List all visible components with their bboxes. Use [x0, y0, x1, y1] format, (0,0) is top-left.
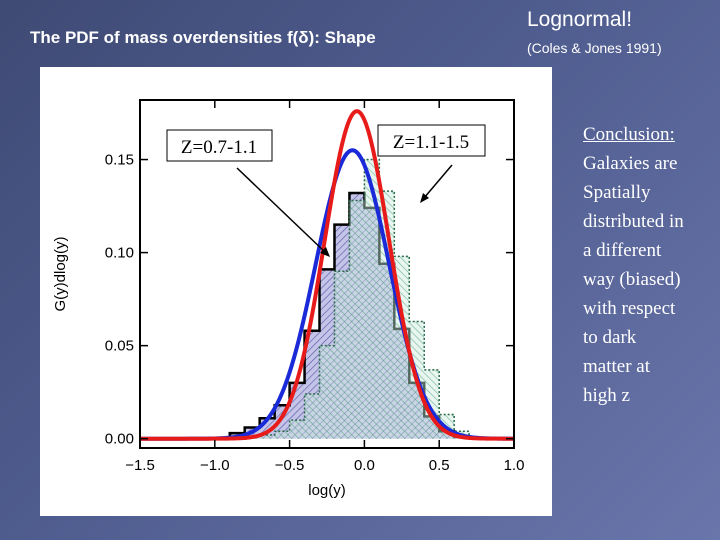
histogram-bar	[304, 394, 320, 439]
annotation-low-z-label: Z=0.7-1.1	[181, 137, 257, 158]
annotation-high-z-box	[377, 124, 486, 157]
annotation-high-z-arrowhead	[420, 193, 429, 203]
y-tick-label: 0.15	[105, 152, 134, 169]
conclusion-heading: Conclusion:	[583, 124, 675, 145]
tick-layer: −1.5 −1.0 −0.5 0.0 0.5 1.0 0.00 0.05 0.10 0.15	[105, 100, 525, 474]
histogram-bar	[259, 434, 275, 439]
annotation-high-z-label: Z=1.1-1.5	[393, 132, 469, 153]
lognormal-heading: Lognormal!	[527, 8, 633, 31]
slide-title: The PDF of mass overdensities f(δ): Shap…	[30, 28, 376, 47]
x-tick-label: −1.5	[125, 457, 155, 474]
plot-frame	[139, 99, 515, 449]
y-axis-label: G(y)dlog(y)	[52, 236, 69, 311]
y-tick-label: 0.00	[105, 431, 134, 448]
histogram-bar	[364, 159, 380, 439]
histogram-bar	[319, 345, 335, 439]
histogram-layer	[228, 158, 471, 440]
histogram-bar	[289, 420, 305, 439]
x-axis-label: log(y)	[308, 482, 346, 499]
curve-layer	[140, 109, 514, 441]
x-tick-label: −1.0	[200, 457, 230, 474]
annotation-low-z: Z=0.7-1.1	[166, 129, 330, 257]
annotation-low-z-arrowhead	[320, 247, 330, 257]
annotation-high-z: Z=1.1-1.5	[377, 124, 486, 203]
conclusion-line: high z	[583, 385, 630, 406]
conclusion-line: to dark	[583, 327, 637, 348]
x-tick-label: 0.5	[429, 457, 450, 474]
conclusion-line: Galaxies are	[583, 153, 678, 174]
conclusion-line: with respect	[583, 298, 676, 319]
citation: (Coles & Jones 1991)	[527, 40, 662, 56]
conclusion-line: Spatially	[583, 182, 651, 203]
pdf-chart: −1.5 −1.0 −0.5 0.0 0.5 1.0 0.00 0.05 0.10 0.15 lo…	[52, 99, 525, 499]
y-tick-label: 0.05	[105, 338, 134, 355]
annotation-high-z-arrow	[423, 164, 453, 199]
y-tick-label: 0.10	[105, 245, 134, 262]
red-lognormal-curve	[140, 109, 514, 441]
chart-panel: −1.5 −1.0 −0.5 0.0 0.5 1.0 0.00 0.05 0.10 0.15 lo…	[40, 67, 552, 516]
histogram-bar	[334, 271, 350, 439]
conclusion-text: Conclusion: Galaxies are Spatially distr…	[583, 120, 718, 410]
histogram-high-z	[229, 158, 470, 440]
x-tick-label: 0.0	[354, 457, 375, 474]
conclusion-line: distributed in	[583, 211, 684, 232]
annotation-low-z-arrow	[236, 167, 327, 254]
histogram-bar	[274, 431, 290, 439]
conclusion-line: matter at	[583, 356, 650, 377]
conclusion-line: a different	[583, 240, 662, 261]
x-tick-label: 1.0	[504, 457, 525, 474]
annotation-low-z-box	[166, 129, 273, 162]
x-tick-label: −0.5	[275, 457, 305, 474]
histogram-bar	[349, 200, 365, 439]
conclusion-line: way (biased)	[583, 269, 681, 290]
histogram-outline	[229, 158, 470, 440]
